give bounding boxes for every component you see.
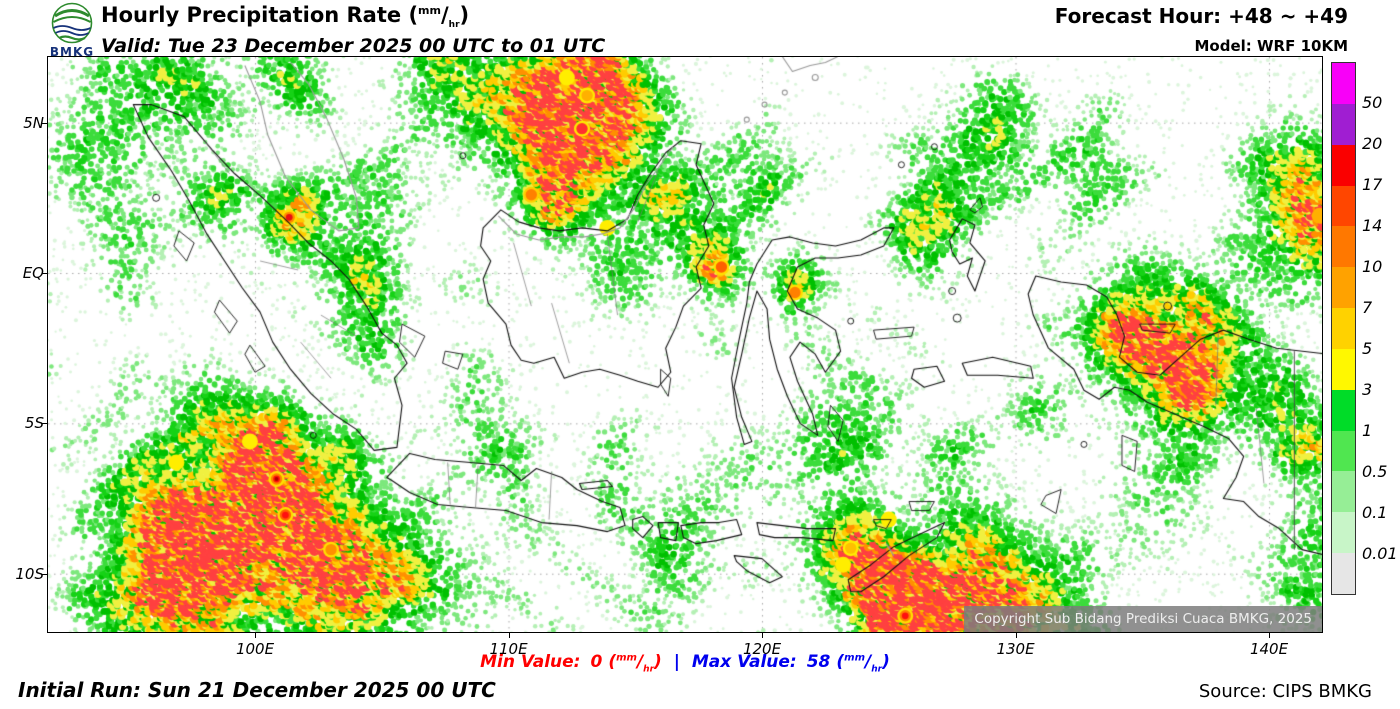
lon-axis-label: 110E xyxy=(489,640,528,658)
legend-color-segment xyxy=(1332,389,1355,431)
lon-axis-label: 120E xyxy=(742,640,782,658)
legend-color-segment xyxy=(1332,144,1355,186)
legend-label: 0.1 xyxy=(1362,503,1388,522)
legend-label: 7 xyxy=(1362,298,1373,317)
lon-axis-tick xyxy=(508,633,510,638)
lat-axis-tick xyxy=(42,573,47,575)
lat-axis-tick xyxy=(42,122,47,124)
legend-label: 1 xyxy=(1362,421,1373,440)
legend-color-segment xyxy=(1332,512,1355,554)
source-label: Source: CIPS BMKG xyxy=(1198,681,1372,702)
title-prefix: Hourly Precipitation Rate ( xyxy=(101,3,419,27)
legend-label: 10 xyxy=(1362,257,1383,276)
legend-label: 5 xyxy=(1362,339,1373,358)
precipitation-map-canvas xyxy=(48,57,1322,632)
legend-color-segment xyxy=(1332,348,1355,390)
lat-axis-label: 10S xyxy=(15,564,44,583)
lon-axis-tick xyxy=(762,633,763,638)
legend-label: 3 xyxy=(1362,380,1373,399)
legend-color-segment xyxy=(1332,471,1355,513)
precipitation-legend-bar xyxy=(1331,62,1356,595)
legend-color-segment xyxy=(1332,103,1355,145)
title-unit-num: mm xyxy=(418,4,441,17)
forecast-hour: Forecast Hour: +48 ~ +49 xyxy=(1054,4,1348,28)
minmax-separator: | xyxy=(673,652,680,672)
legend-label: 14 xyxy=(1362,216,1383,235)
lon-axis-tick xyxy=(255,633,256,638)
max-value-text: Max Value: 58 (mm/hr) xyxy=(691,652,890,675)
legend-color-segment xyxy=(1332,553,1355,594)
legend-color-segment xyxy=(1332,308,1355,349)
minmax-line: Min Value: 0 (mm/hr) | Max Value: 58 (mm/hr) xyxy=(0,652,1370,674)
page-title: Hourly Precipitation Rate (mm/hr) xyxy=(101,3,605,30)
copyright-watermark: Copyright Sub Bidang Prediksi Cuaca BMKG… xyxy=(964,606,1322,632)
lat-axis-label: 5S xyxy=(24,414,44,433)
lon-axis-tick xyxy=(1269,633,1270,638)
legend-color-segment xyxy=(1332,267,1355,309)
legend-label: 0.5 xyxy=(1362,462,1388,481)
lon-axis-label: 100E xyxy=(235,640,275,658)
valid-time: Valid: Tue 23 December 2025 00 UTC to 01… xyxy=(101,35,606,58)
lat-axis-tick xyxy=(42,273,47,274)
lon-axis-label: 140E xyxy=(1249,640,1289,658)
bmkg-globe-icon xyxy=(51,2,93,44)
title-unit-den: hr xyxy=(448,20,460,31)
lat-axis-label: 5N xyxy=(23,113,44,132)
initial-run: Initial Run: Sun 21 December 2025 00 UTC xyxy=(18,678,496,702)
legend-color-segment xyxy=(1332,226,1355,268)
lon-axis-tick xyxy=(1015,633,1017,638)
lat-axis-label: EQ xyxy=(22,264,44,282)
legend-label: 0.01 xyxy=(1362,544,1398,563)
min-value-text: Min Value: 0 (mm/hr) xyxy=(480,652,662,675)
bmkg-logo-label: BMKG xyxy=(49,45,95,59)
legend-color-segment xyxy=(1332,63,1355,104)
legend-label: 20 xyxy=(1362,134,1383,153)
title-unit-slash: / xyxy=(440,3,449,27)
lon-axis-label: 130E xyxy=(996,640,1035,658)
map-frame: Copyright Sub Bidang Prediksi Cuaca BMKG… xyxy=(47,56,1323,633)
bmkg-logo: BMKG xyxy=(44,2,100,59)
title-suffix: ) xyxy=(459,3,470,27)
legend-label: 50 xyxy=(1362,93,1383,112)
legend-color-segment xyxy=(1332,185,1355,227)
forecast-block: Forecast Hour: +48 ~ +49 Model: WRF 10KM xyxy=(1055,4,1348,55)
title-block: Hourly Precipitation Rate (mm/hr) Valid:… xyxy=(101,3,605,57)
legend-label: 17 xyxy=(1362,175,1383,194)
precipitation-legend-labels: 50 20 17 14 10 7 5 3 1 0.5 0.1 0.01 xyxy=(1362,62,1400,595)
legend-color-segment xyxy=(1332,430,1355,472)
lat-axis-tick xyxy=(42,423,47,425)
model-label: Model: WRF 10KM xyxy=(1194,37,1349,55)
